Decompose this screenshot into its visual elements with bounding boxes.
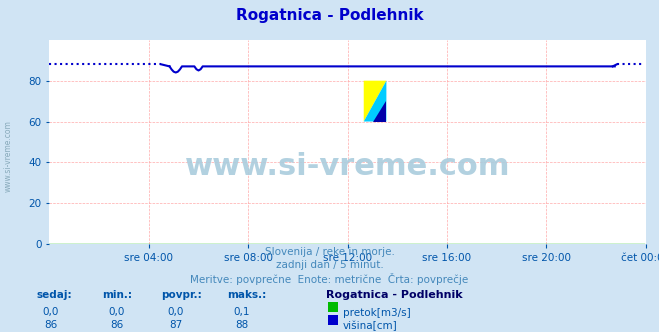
Text: 0,0: 0,0 xyxy=(168,307,184,317)
Text: www.si-vreme.com: www.si-vreme.com xyxy=(185,152,510,181)
Text: sedaj:: sedaj: xyxy=(36,290,72,300)
Polygon shape xyxy=(364,81,386,122)
Text: www.si-vreme.com: www.si-vreme.com xyxy=(3,120,13,192)
Text: zadnji dan / 5 minut.: zadnji dan / 5 minut. xyxy=(275,260,384,270)
Text: povpr.:: povpr.: xyxy=(161,290,202,300)
Text: 0,0: 0,0 xyxy=(43,307,59,317)
Text: pretok[m3/s]: pretok[m3/s] xyxy=(343,308,411,318)
Text: 88: 88 xyxy=(235,320,248,330)
Text: Rogatnica - Podlehnik: Rogatnica - Podlehnik xyxy=(326,290,463,300)
Text: višina[cm]: višina[cm] xyxy=(343,321,397,331)
Polygon shape xyxy=(373,101,386,122)
Text: 86: 86 xyxy=(110,320,123,330)
Text: Slovenija / reke in morje.: Slovenija / reke in morje. xyxy=(264,247,395,257)
Polygon shape xyxy=(364,81,386,122)
Text: min.:: min.: xyxy=(102,290,132,300)
Text: Meritve: povprečne  Enote: metrične  Črta: povprečje: Meritve: povprečne Enote: metrične Črta:… xyxy=(190,273,469,285)
Text: 87: 87 xyxy=(169,320,183,330)
Text: maks.:: maks.: xyxy=(227,290,267,300)
Text: Rogatnica - Podlehnik: Rogatnica - Podlehnik xyxy=(236,8,423,23)
Text: 0,1: 0,1 xyxy=(233,307,250,317)
Text: 0,0: 0,0 xyxy=(109,307,125,317)
Text: 86: 86 xyxy=(44,320,57,330)
